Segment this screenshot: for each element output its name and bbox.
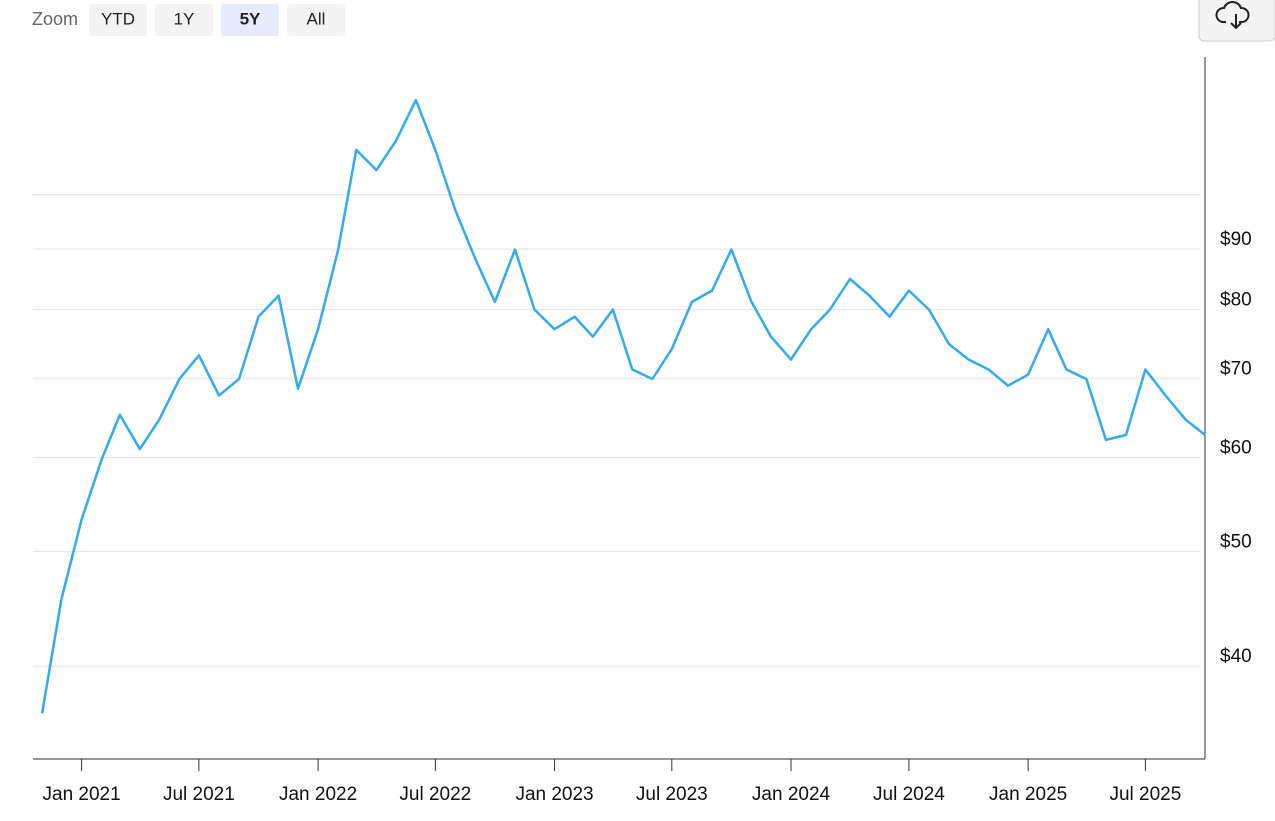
zoom-button[interactable] — [155, 4, 213, 36]
zoom-label: Zoom — [32, 9, 78, 29]
x-tick-label: Jul 2025 — [1109, 784, 1181, 805]
zoom-button-label[interactable]: YTD — [101, 9, 135, 28]
x-tick-label: Jul 2023 — [636, 784, 708, 805]
x-tick-label: Jul 2021 — [163, 784, 235, 805]
zoom-button[interactable] — [287, 4, 345, 36]
zoom-button[interactable] — [89, 4, 147, 36]
y-tick-label: $90 — [1220, 229, 1252, 250]
price-line — [40, 98, 1206, 714]
x-tick-label: Jan 2023 — [515, 784, 593, 805]
y-tick-label: $40 — [1220, 646, 1252, 667]
download-button[interactable] — [1198, 0, 1275, 42]
y-tick-label: $80 — [1220, 290, 1252, 311]
zoom-button[interactable] — [221, 4, 279, 36]
y-tick-label: $50 — [1220, 531, 1252, 552]
x-tick-label: Jan 2025 — [989, 784, 1067, 805]
zoom-button-label[interactable]: 5Y — [240, 9, 261, 28]
zoom-button-label[interactable]: 1Y — [174, 9, 195, 28]
zoom-button-label[interactable]: All — [307, 9, 326, 28]
x-tick-label: Jul 2022 — [399, 784, 471, 805]
x-tick-label: Jan 2022 — [279, 784, 357, 805]
x-tick-label: Jan 2021 — [43, 784, 121, 805]
x-tick-label: Jul 2024 — [873, 784, 945, 805]
x-tick-label: Jan 2024 — [752, 784, 831, 805]
y-tick-label: $60 — [1220, 438, 1252, 459]
y-tick-label: $70 — [1220, 358, 1252, 379]
